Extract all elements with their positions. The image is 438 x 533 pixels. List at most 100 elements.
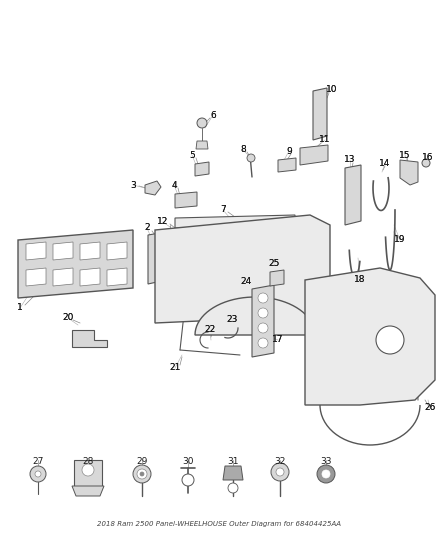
- Text: 4: 4: [171, 181, 177, 190]
- Polygon shape: [18, 230, 133, 298]
- Text: 20: 20: [62, 313, 74, 322]
- Text: 1: 1: [17, 303, 23, 312]
- Text: 3: 3: [130, 181, 136, 190]
- Text: 9: 9: [286, 147, 292, 156]
- Circle shape: [133, 465, 151, 483]
- Text: 21: 21: [170, 364, 181, 373]
- Text: 33: 33: [320, 457, 332, 466]
- Text: 26: 26: [424, 403, 436, 413]
- Text: 6: 6: [210, 110, 216, 119]
- Text: 22: 22: [205, 326, 215, 335]
- Polygon shape: [196, 141, 208, 149]
- Text: 16: 16: [422, 152, 434, 161]
- Text: 8: 8: [240, 146, 246, 155]
- Text: 5: 5: [189, 150, 195, 159]
- Text: 19: 19: [394, 236, 406, 245]
- Text: 2: 2: [144, 223, 150, 232]
- Circle shape: [140, 472, 144, 476]
- Polygon shape: [80, 242, 100, 260]
- Text: 31: 31: [227, 457, 239, 466]
- Text: 27: 27: [32, 457, 44, 466]
- Circle shape: [376, 326, 404, 354]
- Circle shape: [228, 483, 238, 493]
- Text: 17: 17: [272, 335, 284, 344]
- Text: 11: 11: [319, 135, 331, 144]
- Text: 21: 21: [170, 364, 181, 373]
- Polygon shape: [53, 242, 73, 260]
- Text: 26: 26: [424, 403, 436, 413]
- Text: 25: 25: [268, 260, 280, 269]
- Circle shape: [322, 470, 330, 478]
- Polygon shape: [175, 192, 197, 208]
- Circle shape: [258, 323, 268, 333]
- Polygon shape: [72, 486, 104, 496]
- Text: 1: 1: [17, 303, 23, 312]
- Text: 32: 32: [274, 457, 286, 466]
- Polygon shape: [300, 145, 328, 165]
- Text: 2018 Ram 2500 Panel-WHEELHOUSE Outer Diagram for 68404425AA: 2018 Ram 2500 Panel-WHEELHOUSE Outer Dia…: [97, 521, 341, 527]
- Text: 29: 29: [136, 457, 148, 466]
- Circle shape: [258, 308, 268, 318]
- Text: 12: 12: [157, 217, 169, 227]
- Polygon shape: [278, 158, 296, 172]
- Text: 18: 18: [354, 276, 366, 285]
- Polygon shape: [195, 162, 209, 176]
- Text: 7: 7: [220, 206, 226, 214]
- Polygon shape: [175, 215, 295, 228]
- Polygon shape: [345, 165, 361, 225]
- Text: 25: 25: [268, 260, 280, 269]
- Text: 17: 17: [272, 335, 284, 344]
- Circle shape: [271, 463, 289, 481]
- Circle shape: [182, 474, 194, 486]
- Text: 14: 14: [379, 158, 391, 167]
- Text: 3: 3: [130, 181, 136, 190]
- Text: 5: 5: [189, 150, 195, 159]
- Text: 13: 13: [344, 156, 356, 165]
- Polygon shape: [400, 160, 418, 185]
- Circle shape: [35, 471, 41, 477]
- Circle shape: [276, 468, 284, 476]
- Circle shape: [30, 466, 46, 482]
- Text: 9: 9: [286, 147, 292, 156]
- Text: 23: 23: [226, 316, 238, 325]
- Polygon shape: [305, 268, 435, 405]
- Text: 20: 20: [62, 313, 74, 322]
- Circle shape: [247, 154, 255, 162]
- Circle shape: [137, 469, 147, 479]
- Polygon shape: [107, 268, 127, 286]
- Polygon shape: [195, 297, 315, 335]
- Polygon shape: [313, 88, 327, 140]
- Circle shape: [258, 338, 268, 348]
- Text: 10: 10: [326, 85, 338, 94]
- Text: 15: 15: [399, 150, 411, 159]
- Text: 14: 14: [379, 158, 391, 167]
- Text: 11: 11: [319, 135, 331, 144]
- Polygon shape: [148, 232, 166, 284]
- Circle shape: [317, 465, 335, 483]
- Text: 6: 6: [210, 110, 216, 119]
- Text: 12: 12: [157, 217, 169, 227]
- Polygon shape: [155, 215, 330, 323]
- Polygon shape: [223, 466, 243, 480]
- Text: 24: 24: [240, 278, 251, 287]
- Circle shape: [197, 118, 207, 128]
- Text: 19: 19: [394, 236, 406, 245]
- Circle shape: [258, 293, 268, 303]
- Polygon shape: [74, 460, 102, 488]
- Text: 4: 4: [171, 181, 177, 190]
- Circle shape: [422, 159, 430, 167]
- Polygon shape: [26, 242, 46, 260]
- Polygon shape: [145, 181, 161, 195]
- Text: 28: 28: [82, 457, 94, 466]
- Text: 18: 18: [354, 276, 366, 285]
- Text: 16: 16: [422, 152, 434, 161]
- Text: 30: 30: [182, 457, 194, 466]
- Text: 10: 10: [326, 85, 338, 94]
- Text: 23: 23: [226, 316, 238, 325]
- Text: 7: 7: [220, 206, 226, 214]
- Text: 22: 22: [205, 326, 215, 335]
- Text: 8: 8: [240, 146, 246, 155]
- Circle shape: [82, 464, 94, 476]
- Text: 15: 15: [399, 150, 411, 159]
- Text: 13: 13: [344, 156, 356, 165]
